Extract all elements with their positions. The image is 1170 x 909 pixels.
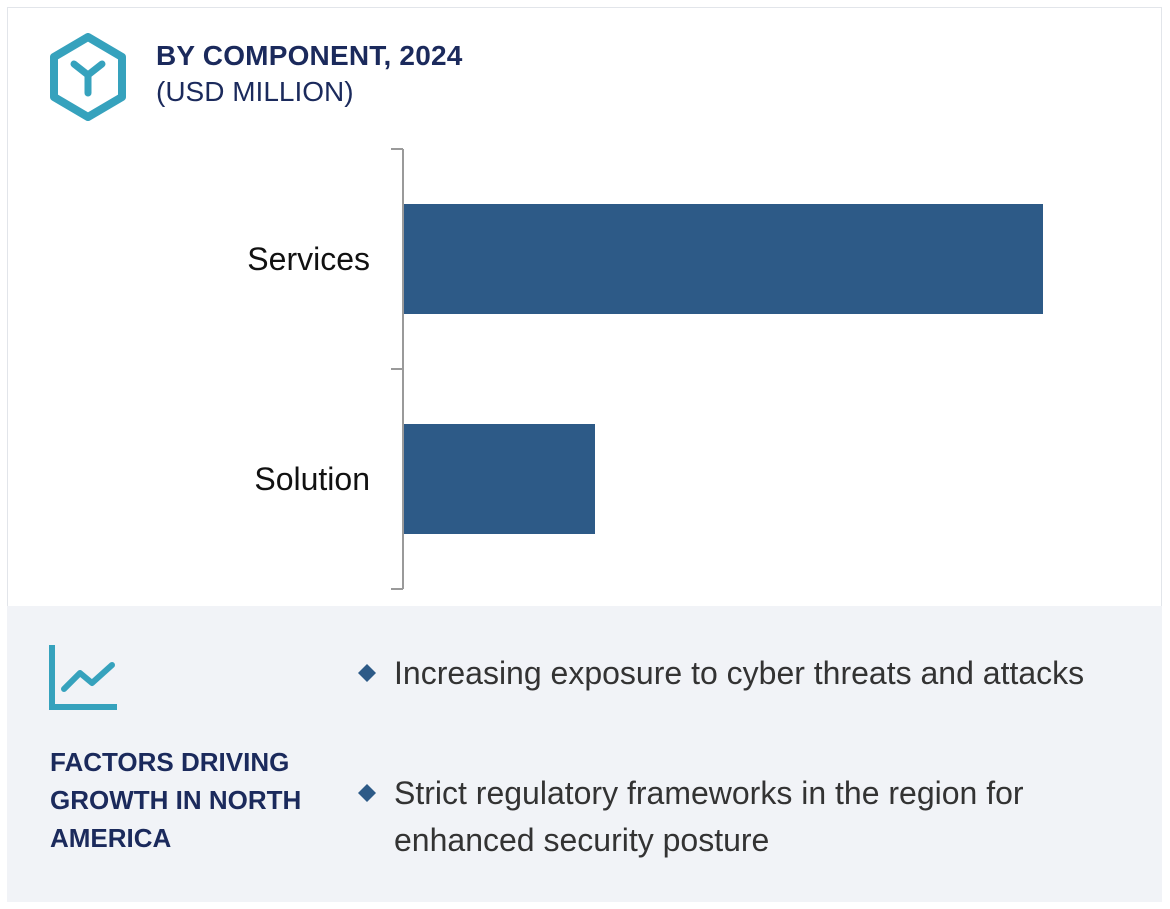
hexagon-y-icon (50, 33, 126, 121)
factor-item-text: Strict regulatory frameworks in the regi… (394, 775, 1024, 858)
factor-item: Strict regulatory frameworks in the regi… (358, 770, 1118, 864)
chart-title: BY COMPONENT, 2024 (156, 40, 463, 71)
factors-title: FACTORS DRIVING GROWTH IN NORTH AMERICA (50, 747, 302, 853)
trend-line-icon (49, 645, 117, 710)
factors-panel (7, 606, 1162, 902)
factor-item-text: Increasing exposure to cyber threats and… (394, 655, 1085, 691)
chart-subtitle: (USD MILLION) (156, 76, 354, 107)
diamond-bullet-icon (358, 784, 376, 802)
factor-item: Increasing exposure to cyber threats and… (358, 650, 1118, 697)
diamond-bullet-icon (358, 664, 376, 682)
